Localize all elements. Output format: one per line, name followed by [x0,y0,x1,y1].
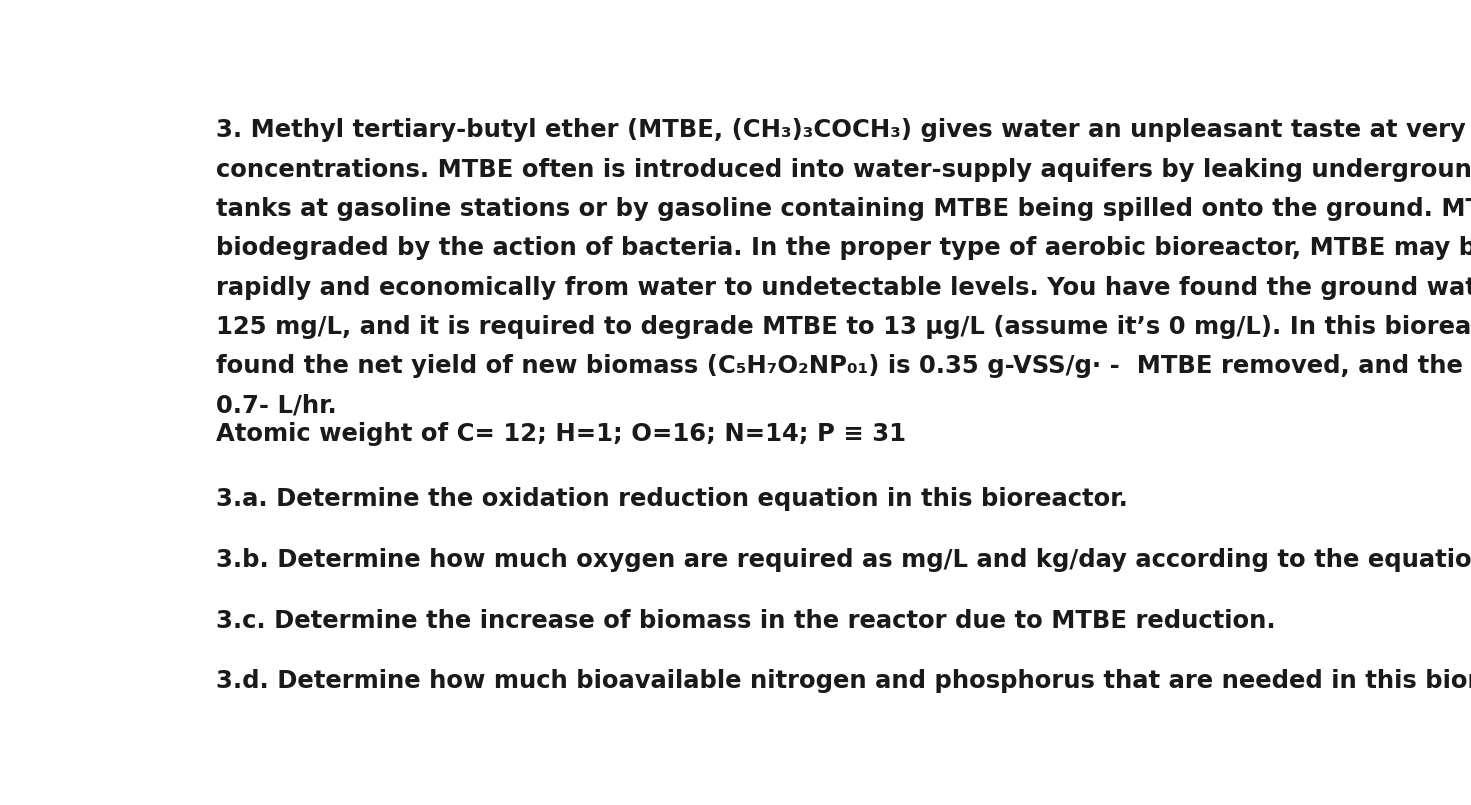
Text: 3.b. Determine how much oxygen are required as mg/L and kg/day according to the : 3.b. Determine how much oxygen are requi… [216,548,1471,572]
Text: 3.d. Determine how much bioavailable nitrogen and phosphorus that are needed in : 3.d. Determine how much bioavailable nit… [216,669,1471,693]
Text: tanks at gasoline stations or by gasoline containing MTBE being spilled onto the: tanks at gasoline stations or by gasolin… [216,197,1471,221]
Text: rapidly and economically from water to undetectable levels. You have found the g: rapidly and economically from water to u… [216,276,1471,299]
Text: 3.c. Determine the increase of biomass in the reactor due to MTBE reduction.: 3.c. Determine the increase of biomass i… [216,609,1275,633]
Text: concentrations. MTBE often is introduced into water-supply aquifers by leaking u: concentrations. MTBE often is introduced… [216,158,1471,182]
Text: 3. Methyl tertiary-butyl ether (MTBE, (CH₃)₃COCH₃) gives water an unpleasant tas: 3. Methyl tertiary-butyl ether (MTBE, (C… [216,118,1471,142]
Text: 3.a. Determine the oxidation reduction equation in this bioreactor.: 3.a. Determine the oxidation reduction e… [216,487,1128,511]
Text: 125 mg/L, and it is required to degrade MTBE to 13 μg/L (assume it’s 0 mg/L). In: 125 mg/L, and it is required to degrade … [216,315,1471,339]
Text: biodegraded by the action of bacteria. In the proper type of aerobic bioreactor,: biodegraded by the action of bacteria. I… [216,237,1471,260]
Text: Atomic weight of C= 12; H=1; O=16; N=14; P ≡ 31: Atomic weight of C= 12; H=1; O=16; N=14;… [216,422,906,446]
Text: found the net yield of new biomass (C₅H₇O₂NP₀₁) is 0.35 g-VSS/g· -  MTBE removed: found the net yield of new biomass (C₅H₇… [216,354,1471,378]
Text: 0.7- L/hr.: 0.7- L/hr. [216,394,337,418]
